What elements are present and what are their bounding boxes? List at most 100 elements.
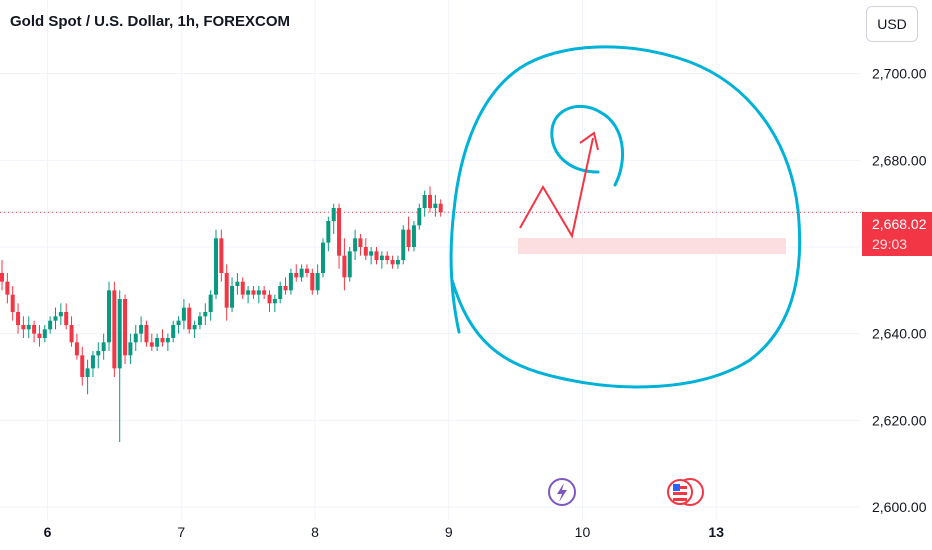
candle xyxy=(337,203,342,269)
candle xyxy=(26,316,31,338)
candle xyxy=(123,294,128,364)
time-tick-label: 13 xyxy=(708,524,724,540)
candle xyxy=(406,216,411,252)
time-tick-label: 6 xyxy=(44,524,52,540)
candle xyxy=(187,303,192,334)
candles xyxy=(0,186,443,442)
candle xyxy=(385,251,390,265)
candle xyxy=(358,234,363,256)
candle xyxy=(353,229,358,260)
price-tick-label: 2,600.00 xyxy=(872,499,927,515)
candle xyxy=(74,333,79,360)
candle xyxy=(374,247,379,265)
candle xyxy=(48,316,53,334)
candle xyxy=(278,281,283,304)
candle xyxy=(144,320,149,347)
candle xyxy=(256,286,261,304)
candle xyxy=(395,255,400,269)
candle xyxy=(224,264,229,321)
candle xyxy=(422,190,427,217)
candle xyxy=(181,299,186,330)
candle xyxy=(0,260,4,291)
candle xyxy=(149,333,154,351)
candle xyxy=(401,225,406,265)
price-tick-label: 2,640.00 xyxy=(872,326,927,342)
candle xyxy=(85,359,90,395)
price-tick-label: 2,700.00 xyxy=(872,66,927,82)
candle xyxy=(411,221,416,252)
candle xyxy=(331,203,336,234)
time-tick-label: 7 xyxy=(177,524,185,540)
time-tick-label: 8 xyxy=(311,524,319,540)
candle xyxy=(139,316,144,343)
candle xyxy=(321,238,325,278)
candle xyxy=(417,203,422,230)
candle xyxy=(326,216,331,252)
candle xyxy=(288,268,293,295)
bar-countdown: 29:03 xyxy=(872,236,908,252)
candle xyxy=(160,329,165,347)
candle xyxy=(208,290,213,321)
candle xyxy=(294,264,299,282)
candle xyxy=(112,281,117,377)
candle xyxy=(64,303,69,330)
candle xyxy=(96,342,101,369)
candle xyxy=(16,303,21,334)
candle xyxy=(10,286,15,321)
event-icon-us-flag[interactable] xyxy=(667,478,704,506)
candle xyxy=(80,346,85,386)
currency-button[interactable]: USD xyxy=(866,6,918,42)
candle xyxy=(272,294,277,312)
chart-grid xyxy=(0,0,860,520)
candle xyxy=(283,277,288,295)
candle xyxy=(369,247,374,265)
symbol-title[interactable]: Gold Spot / U.S. Dollar, 1h, FOREXCOM xyxy=(10,13,291,30)
candle xyxy=(197,312,202,330)
current-price-label: 2,668.02 xyxy=(872,216,927,232)
candle xyxy=(342,238,347,291)
drawn-circle xyxy=(449,45,802,389)
candle xyxy=(428,186,432,213)
candle xyxy=(42,325,47,343)
candle xyxy=(176,316,181,334)
price-tick-label: 2,680.00 xyxy=(872,152,927,168)
candle xyxy=(133,325,138,351)
candle xyxy=(230,277,235,312)
candle xyxy=(107,281,111,351)
candle xyxy=(310,268,315,295)
candle xyxy=(262,286,267,299)
candle xyxy=(21,316,26,338)
candle xyxy=(128,333,133,364)
candle xyxy=(203,303,208,325)
candle xyxy=(58,303,63,325)
time-tick-label: 9 xyxy=(445,524,453,540)
candle xyxy=(90,351,95,377)
candle xyxy=(235,273,240,295)
candle xyxy=(347,247,352,282)
current-price-tag: 2,668.02 29:03 xyxy=(862,212,932,256)
price-axis[interactable]: 2,600.002,620.002,640.002,660.002,680.00… xyxy=(872,66,927,515)
candle xyxy=(69,316,74,347)
candle xyxy=(155,333,160,351)
candle xyxy=(251,286,256,299)
candle xyxy=(363,238,368,260)
candle xyxy=(246,286,251,304)
support-zone xyxy=(518,238,786,254)
candle xyxy=(32,320,37,343)
candle xyxy=(5,273,10,304)
candle xyxy=(101,333,106,360)
candle xyxy=(433,195,438,217)
candle xyxy=(240,277,245,299)
drawn-spiral xyxy=(550,104,625,187)
candle xyxy=(192,320,197,338)
price-tick-label: 2,620.00 xyxy=(872,412,927,428)
candle xyxy=(53,307,58,330)
time-axis[interactable]: 6 7 8 9 10 13 xyxy=(44,524,725,540)
candle xyxy=(171,320,176,343)
arrow-head xyxy=(579,131,599,151)
time-tick-label: 10 xyxy=(575,524,591,540)
event-icon-lightning[interactable] xyxy=(548,478,576,506)
candle xyxy=(214,229,218,299)
candle xyxy=(438,199,443,217)
